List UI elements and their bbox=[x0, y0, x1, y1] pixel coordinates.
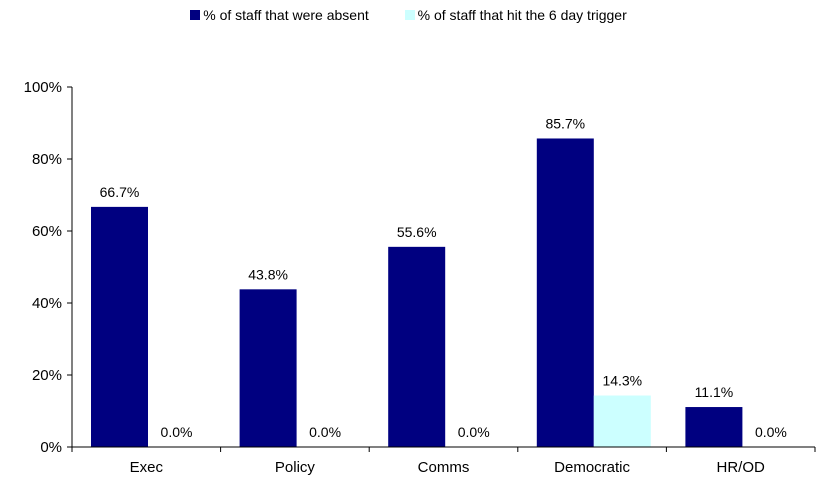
y-tick-label: 80% bbox=[32, 151, 62, 168]
legend-item-absent: % of staff that were absent bbox=[190, 7, 369, 23]
legend-swatch-trigger bbox=[404, 10, 415, 20]
data-label: 0.0% bbox=[458, 424, 490, 440]
bar-absent bbox=[685, 407, 743, 447]
bar-absent bbox=[239, 289, 297, 447]
data-label: 0.0% bbox=[161, 424, 193, 440]
legend-label-absent: % of staff that were absent bbox=[203, 7, 369, 23]
data-label: 85.7% bbox=[545, 115, 585, 131]
data-label: 14.3% bbox=[602, 373, 642, 389]
x-tick-label: Democratic bbox=[554, 459, 630, 476]
y-tick-label: 40% bbox=[32, 295, 62, 312]
x-tick-label: Policy bbox=[275, 459, 316, 476]
x-tick-label: HR/OD bbox=[717, 459, 766, 476]
data-label: 11.1% bbox=[695, 384, 734, 400]
y-tick-label: 60% bbox=[32, 223, 62, 240]
legend-swatch-absent bbox=[190, 10, 201, 20]
data-label: 55.6% bbox=[397, 224, 437, 240]
y-tick-label: 0% bbox=[40, 439, 62, 456]
legend-item-trigger: % of staff that hit the 6 day trigger bbox=[404, 7, 627, 23]
data-label: 0.0% bbox=[309, 424, 341, 440]
y-tick-label: 100% bbox=[24, 79, 62, 96]
bar-absent bbox=[91, 206, 148, 447]
x-tick-label: Comms bbox=[418, 459, 470, 476]
bar-absent bbox=[536, 138, 594, 448]
data-label: 43.8% bbox=[248, 266, 288, 282]
data-label: 0.0% bbox=[755, 424, 787, 440]
y-tick-label: 20% bbox=[32, 367, 62, 384]
data-label: 66.7% bbox=[100, 184, 140, 200]
legend: % of staff that were absent % of staff t… bbox=[0, 7, 817, 23]
bar-trigger bbox=[593, 395, 651, 447]
bar-absent bbox=[388, 246, 446, 447]
x-tick-label: Exec bbox=[130, 459, 164, 476]
legend-label-trigger: % of staff that hit the 6 day trigger bbox=[417, 7, 627, 23]
